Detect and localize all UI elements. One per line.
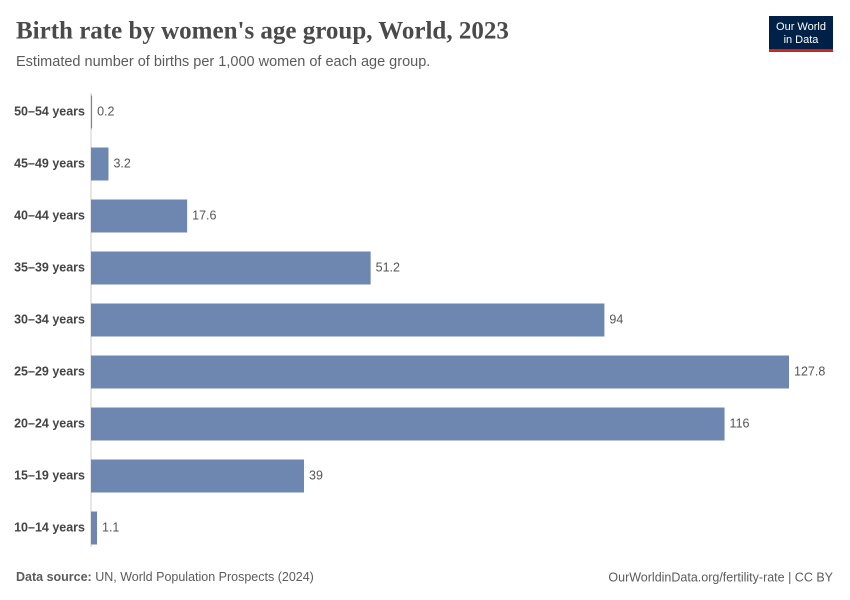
value-label: 39 — [309, 468, 323, 482]
category-label: 20–24 years — [14, 416, 85, 430]
chart-title: Birth rate by women's age group, World, … — [16, 18, 509, 45]
category-label: 45–49 years — [14, 156, 85, 170]
bar — [91, 511, 98, 545]
footer-source: Data source: UN, World Population Prospe… — [16, 570, 314, 584]
logo-box — [769, 16, 833, 50]
bar — [91, 199, 188, 233]
bar — [91, 147, 109, 181]
bar — [91, 407, 725, 441]
bar — [91, 459, 305, 493]
footer-url[interactable]: OurWorldinData.org/fertility-rate | CC B… — [608, 570, 833, 584]
value-label: 0.2 — [97, 104, 114, 118]
logo-text: Our World — [776, 21, 826, 33]
bar — [91, 303, 605, 337]
value-label: 127.8 — [794, 364, 825, 378]
chart-subtitle: Estimated number of births per 1,000 wom… — [16, 54, 430, 70]
logo-text: in Data — [784, 34, 820, 46]
logo-underline — [769, 49, 833, 52]
category-label: 50–54 years — [14, 104, 85, 118]
category-label: 25–29 years — [14, 364, 85, 378]
source-label: Data source: — [16, 570, 92, 584]
category-label: 10–14 years — [14, 520, 85, 534]
source: UN, World Population Prospects (2024) — [95, 570, 314, 584]
bar — [91, 251, 371, 285]
category-label: 30–34 years — [14, 312, 85, 326]
value-label: 116 — [730, 416, 750, 430]
logo[interactable]: Our World in Data — [769, 16, 833, 52]
category-label: 35–39 years — [14, 260, 85, 274]
bar — [91, 355, 789, 389]
category-label: 40–44 years — [14, 208, 85, 222]
value-label: 51.2 — [376, 260, 400, 274]
value-label: 3.2 — [113, 156, 130, 170]
value-label: 1.1 — [102, 520, 119, 534]
bar — [91, 95, 93, 129]
category-label: 15–19 years — [14, 468, 85, 482]
value-label: 94 — [609, 312, 623, 326]
value-label: 17.6 — [192, 208, 216, 222]
